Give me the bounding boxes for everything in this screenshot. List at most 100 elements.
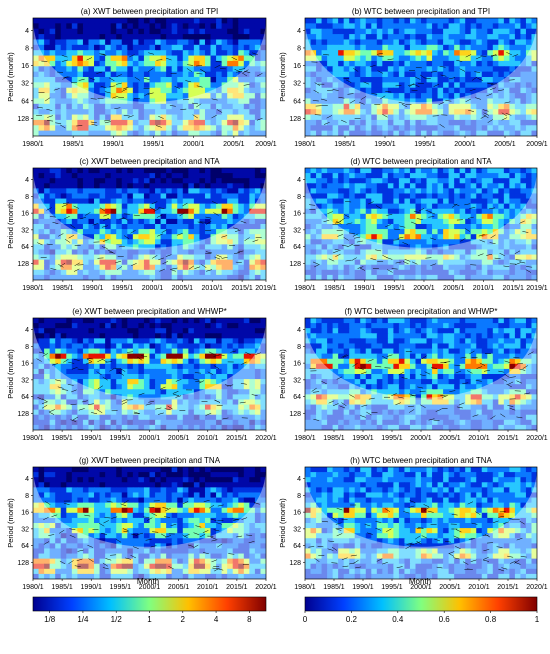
heatmap-cell [171,323,178,329]
heatmap-cell [310,44,317,51]
heatmap-cell [138,193,145,200]
heatmap-cell [481,203,488,210]
heatmap-cell [227,98,234,105]
heatmap-cell [55,125,62,132]
heatmap-cell [421,269,428,276]
heatmap-cell [465,198,472,205]
heatmap-cell [66,249,73,256]
heatmap-cell [415,203,422,210]
heatmap-cell [249,323,256,329]
heatmap-cell [138,203,145,210]
heatmap-cell [421,244,428,251]
phase-arrow [353,67,359,72]
phase-arrow [377,261,384,263]
heatmap-cell [243,358,250,365]
heatmap-cell [149,125,156,132]
heatmap-cell [238,249,245,256]
heatmap-cell [525,82,533,89]
heatmap-cell [437,274,444,280]
heatmap-cell [160,173,167,179]
heatmap-cell [448,125,455,132]
heatmap-cell [49,348,56,355]
heatmap-cell [116,259,123,266]
heatmap-cell [476,239,483,245]
heatmap-cell [177,218,184,225]
heatmap-cell [149,389,156,395]
heatmap-cell [110,229,117,235]
heatmap-cell [465,193,472,200]
heatmap-cell [310,87,317,94]
heatmap-cell [105,274,112,280]
heatmap-cell [44,333,51,339]
heatmap-cell [321,178,328,184]
heatmap-cell [138,119,145,126]
heatmap-cell [199,328,206,334]
heatmap-cell [60,224,67,230]
heatmap-cell [338,218,345,225]
heatmap-cell [404,183,411,189]
heatmap-cell [498,71,505,78]
heatmap-cell [94,328,101,334]
heatmap-cell [105,259,112,266]
heatmap-cell [327,114,334,121]
heatmap-cell [509,28,516,35]
heatmap-cell [33,269,40,276]
phase-arrow [475,97,481,100]
heatmap-cell [177,98,184,105]
phase-arrow [46,243,53,245]
heatmap-cell [470,208,477,215]
heatmap-cell [305,55,312,62]
heatmap-cell [193,249,201,256]
heatmap-cell [454,234,461,240]
heatmap-cell [520,269,527,276]
heatmap-cell [166,363,173,370]
heatmap-cell [437,244,444,251]
heatmap-cell [260,178,266,184]
heatmap-cell [254,343,262,350]
heatmap-cell [44,71,51,78]
heatmap-cell [437,269,444,276]
heatmap-cell [525,114,533,121]
heatmap-cell [437,93,444,100]
phase-arrow [192,114,198,119]
heatmap-cell [321,259,328,266]
phase-arrow [53,88,60,91]
phase-arrow [46,207,52,211]
heatmap-cell [77,168,84,174]
heatmap-cell [514,264,522,271]
heatmap-cell [260,323,266,329]
phase-arrow [334,248,341,251]
heatmap-cell [227,264,234,271]
heatmap-cell [77,98,84,105]
heatmap-cell [33,234,40,240]
heatmap-cell [404,198,411,205]
heatmap-cell [77,203,84,210]
heatmap-cell [465,173,472,179]
heatmap-cell [171,229,178,235]
heatmap-cell [492,254,499,261]
heatmap-cell [509,183,516,189]
heatmap-cell [49,353,56,360]
heatmap-cell [121,66,128,73]
phase-arrow [90,121,97,123]
heatmap-cell [525,224,533,230]
y-tick-label: 64 [21,244,29,251]
heatmap-cell [415,188,422,195]
heatmap-cell [110,368,117,375]
heatmap-cell [343,244,350,251]
heatmap-cell [143,109,151,116]
heatmap-cell [49,338,56,345]
heatmap-cell [376,193,383,200]
heatmap-cell [210,23,217,30]
heatmap-cell [243,218,250,225]
heatmap-cell [476,50,483,57]
heatmap-cell [199,368,206,375]
heatmap-cell [310,274,317,280]
heatmap-cell [82,114,90,121]
heatmap-cell [71,318,78,324]
heatmap-cell [227,249,234,256]
heatmap-cell [149,368,156,375]
heatmap-cell [132,50,140,57]
heatmap-cell [404,249,411,256]
heatmap-cell [121,119,128,126]
